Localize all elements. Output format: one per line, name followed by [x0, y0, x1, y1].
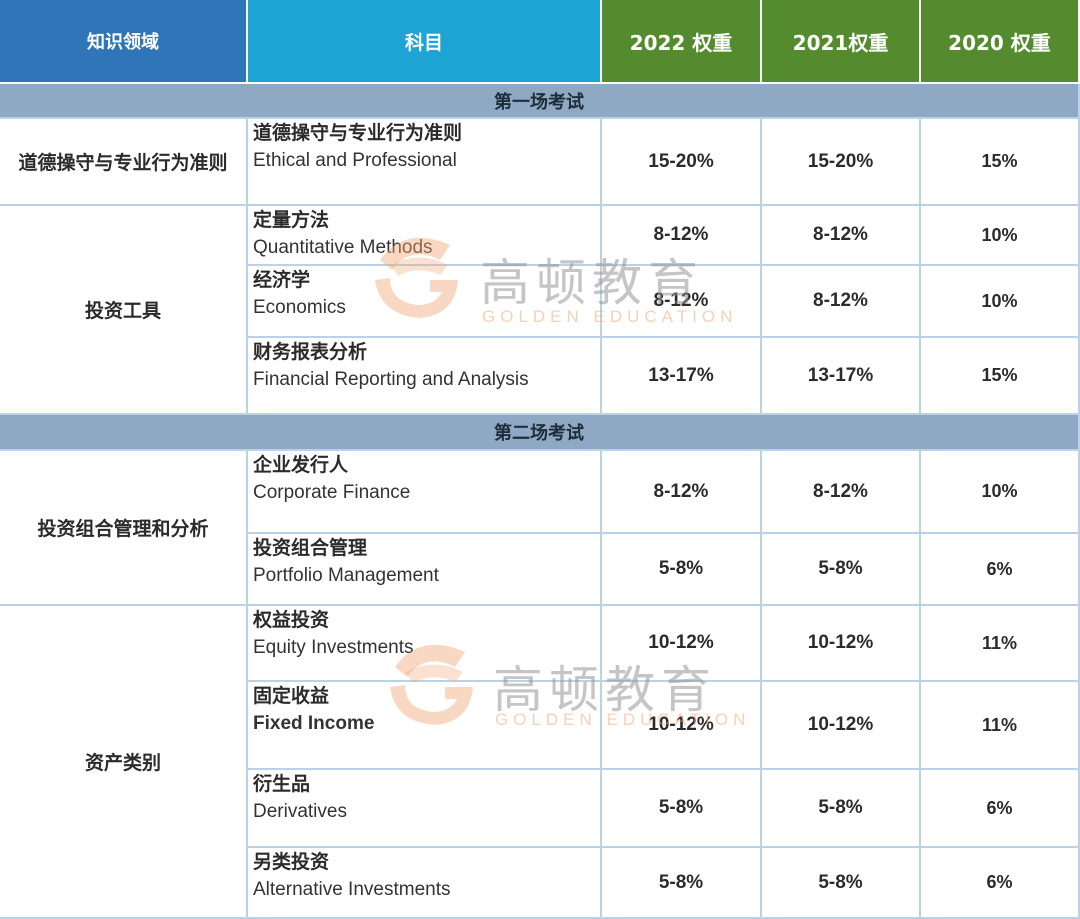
area-ethics: 道德操守与专业行为准则 — [0, 119, 248, 206]
weight-2022: 8-12% — [602, 206, 762, 266]
subject-cn: 道德操守与专业行为准则 — [253, 122, 463, 144]
weight-2022: 10-12% — [602, 606, 762, 682]
header-area: 知识领域 — [0, 0, 248, 84]
weight-2021: 8-12% — [762, 206, 921, 266]
subject-cn: 经济学 — [253, 269, 311, 291]
subject-cn: 衍生品 — [253, 773, 311, 795]
subject-cn: 企业发行人 — [253, 454, 349, 476]
subject-en: Portfolio Management — [253, 565, 439, 586]
weight-2021: 5-8% — [762, 770, 921, 848]
subject-cn: 固定收益 — [253, 685, 330, 707]
subject-cell: 衍生品 Derivatives — [248, 770, 602, 848]
subject-en: Alternative Investments — [253, 879, 451, 900]
weight-2022: 5-8% — [602, 848, 762, 919]
weight-2020: 11% — [921, 682, 1080, 770]
weight-2020: 6% — [921, 848, 1080, 919]
subject-cell: 另类投资 Alternative Investments — [248, 848, 602, 919]
weight-2022: 8-12% — [602, 266, 762, 338]
subject-en: Financial Reporting and Analysis — [253, 369, 529, 390]
weight-2022: 5-8% — [602, 534, 762, 606]
subject-cn: 定量方法 — [253, 209, 330, 231]
subject-en: Fixed Income — [253, 713, 375, 734]
weight-2020: 10% — [921, 451, 1080, 534]
subject-cell: 权益投资 Equity Investments — [248, 606, 602, 682]
weight-2021: 15-20% — [762, 119, 921, 206]
weight-2021: 8-12% — [762, 451, 921, 534]
subject-cell: 经济学 Economics — [248, 266, 602, 338]
weight-2020: 10% — [921, 266, 1080, 338]
subject-cn: 另类投资 — [253, 851, 330, 873]
subject-cn: 财务报表分析 — [253, 341, 368, 363]
weight-2020: 15% — [921, 338, 1080, 415]
weight-2020: 11% — [921, 606, 1080, 682]
weight-2020: 6% — [921, 534, 1080, 606]
area-investment-tools: 投资工具 — [0, 206, 248, 415]
weight-2021: 13-17% — [762, 338, 921, 415]
subject-en: Ethical and Professional — [253, 150, 457, 171]
weight-2021: 5-8% — [762, 534, 921, 606]
header-2021-weight: 2021权重 — [762, 0, 921, 84]
weight-2020: 15% — [921, 119, 1080, 206]
weight-2020: 10% — [921, 206, 1080, 266]
subject-cell: 定量方法 Quantitative Methods — [248, 206, 602, 266]
subject-cell: 道德操守与专业行为准则 Ethical and Professional — [248, 119, 602, 206]
weight-2022: 10-12% — [602, 682, 762, 770]
subject-cell: 财务报表分析 Financial Reporting and Analysis — [248, 338, 602, 415]
area-asset-classes: 资产类别 — [0, 606, 248, 919]
subject-en: Equity Investments — [253, 637, 414, 658]
weight-2022: 5-8% — [602, 770, 762, 848]
weight-2020: 6% — [921, 770, 1080, 848]
section-first-exam: 第一场考试 — [0, 84, 1080, 119]
weight-2021: 8-12% — [762, 266, 921, 338]
subject-en: Derivatives — [253, 801, 347, 822]
weight-2022: 13-17% — [602, 338, 762, 415]
section-second-exam: 第二场考试 — [0, 415, 1080, 451]
subject-cn: 投资组合管理 — [253, 537, 368, 559]
subject-en: Economics — [253, 297, 346, 318]
weight-2021: 10-12% — [762, 682, 921, 770]
subject-cell: 投资组合管理 Portfolio Management — [248, 534, 602, 606]
subject-cell: 企业发行人 Corporate Finance — [248, 451, 602, 534]
header-2022-weight: 2022 权重 — [602, 0, 762, 84]
subject-cn: 权益投资 — [253, 609, 330, 631]
area-portfolio-analysis: 投资组合管理和分析 — [0, 451, 248, 606]
weight-2022: 15-20% — [602, 119, 762, 206]
weight-2021: 5-8% — [762, 848, 921, 919]
subject-en: Quantitative Methods — [253, 237, 433, 258]
subject-cell: 固定收益 Fixed Income — [248, 682, 602, 770]
subject-en: Corporate Finance — [253, 482, 411, 503]
weight-2022: 8-12% — [602, 451, 762, 534]
weight-2021: 10-12% — [762, 606, 921, 682]
header-subject: 科目 — [248, 0, 602, 84]
header-2020-weight: 2020 权重 — [921, 0, 1080, 84]
